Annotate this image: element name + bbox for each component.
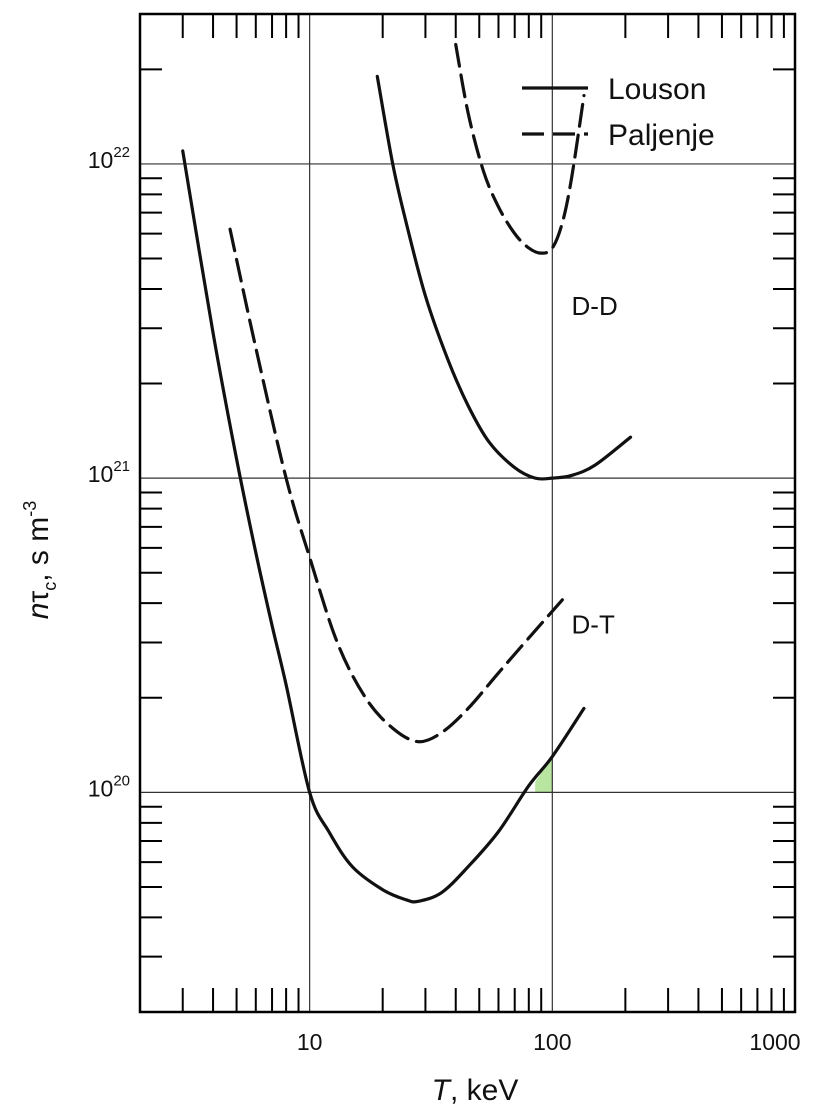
x-tick-label: 100 — [533, 1029, 571, 1055]
y-tick-exponent: 22 — [113, 144, 130, 161]
series-layer — [181, 42, 633, 904]
x-axis-variable: T — [432, 1074, 453, 1107]
y-axis-unit: , s m — [22, 517, 55, 582]
x-tick-labels: 10 100 1000 — [297, 1029, 801, 1055]
y-tick-base: 10 — [88, 461, 114, 487]
x-axis-unit: , keV — [450, 1074, 518, 1107]
region-labels: D-D D-T — [572, 291, 618, 639]
y-tick-label: 1022 — [88, 144, 130, 173]
region-label-d-d: D-D — [572, 291, 618, 321]
legend-label-louson: Louson — [608, 73, 706, 106]
region-label-d-t: D-T — [572, 610, 615, 640]
y-axis-subscript: c — [40, 582, 60, 591]
y-axis-n: n — [22, 603, 55, 620]
y-axis-title: nτc, s m-3 — [20, 501, 60, 620]
grid-lines — [140, 14, 795, 1012]
y-tick-label: 1020 — [88, 772, 130, 801]
minor-ticks — [139, 13, 795, 1013]
series-d-t-louson-line — [181, 149, 586, 904]
series-d-d-paljenje-line — [454, 42, 586, 255]
legend: Louson Paljenje — [522, 73, 715, 152]
legend-label-paljenje: Paljenje — [608, 119, 715, 152]
highlight-area — [535, 756, 553, 793]
y-tick-base: 10 — [88, 775, 114, 801]
x-tick-label: 1000 — [749, 1029, 800, 1055]
x-axis-title: T, keV — [432, 1074, 519, 1107]
plot-frame — [138, 12, 797, 1014]
y-tick-label: 1021 — [88, 458, 130, 487]
series-d-d-louson-line — [375, 74, 633, 481]
y-tick-exponent: 21 — [113, 458, 130, 475]
y-tick-exponent: 20 — [113, 772, 130, 789]
y-axis-tau: τ — [22, 591, 55, 603]
y-tick-base: 10 — [88, 147, 114, 173]
y-axis-exponent: -3 — [20, 501, 40, 517]
series-d-t-paljenje-line — [228, 227, 564, 744]
x-tick-label: 10 — [297, 1029, 323, 1055]
